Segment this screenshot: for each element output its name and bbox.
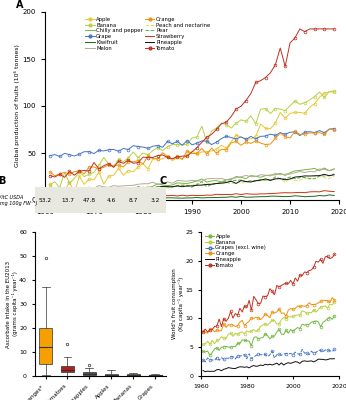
Legend: Apple, Banana, Grapes (excl. wine), Orange, Pineapple, Tomato: Apple, Banana, Grapes (excl. wine), Oran…	[203, 232, 268, 270]
Text: C: C	[159, 176, 166, 186]
Bar	[105, 374, 118, 375]
Bar	[83, 372, 96, 375]
Text: 8.7: 8.7	[128, 198, 138, 203]
Bar	[39, 328, 52, 364]
Text: 13.7: 13.7	[61, 198, 74, 203]
Text: VitC USDA
(mg 100g FW⁻¹): VitC USDA (mg 100g FW⁻¹)	[0, 195, 37, 206]
Bar	[148, 375, 162, 376]
Text: B: B	[0, 176, 5, 186]
Y-axis label: Global production of fruits (10⁶ tonnes): Global production of fruits (10⁶ tonnes)	[14, 44, 20, 168]
Text: 47.8: 47.8	[83, 198, 96, 203]
Text: 53.2: 53.2	[39, 198, 52, 203]
Bar	[61, 366, 74, 372]
FancyBboxPatch shape	[35, 187, 166, 213]
Y-axis label: World's fruit consumption
(Kg capita⁻¹ year⁻¹): World's fruit consumption (Kg capita⁻¹ y…	[172, 269, 184, 339]
Bar	[127, 374, 140, 376]
Text: 3.2: 3.2	[151, 198, 160, 203]
Text: 4.6: 4.6	[107, 198, 116, 203]
Y-axis label: Ascorbate intake in the EU2013
(grams capita⁻¹ year⁻¹): Ascorbate intake in the EU2013 (grams ca…	[6, 260, 18, 348]
Legend: Apple, Banana, Chilly and pepper, Grape, Kiwifruit, Melon, Orange, Peach and nec: Apple, Banana, Chilly and pepper, Grape,…	[83, 15, 212, 53]
Text: A: A	[16, 0, 23, 10]
